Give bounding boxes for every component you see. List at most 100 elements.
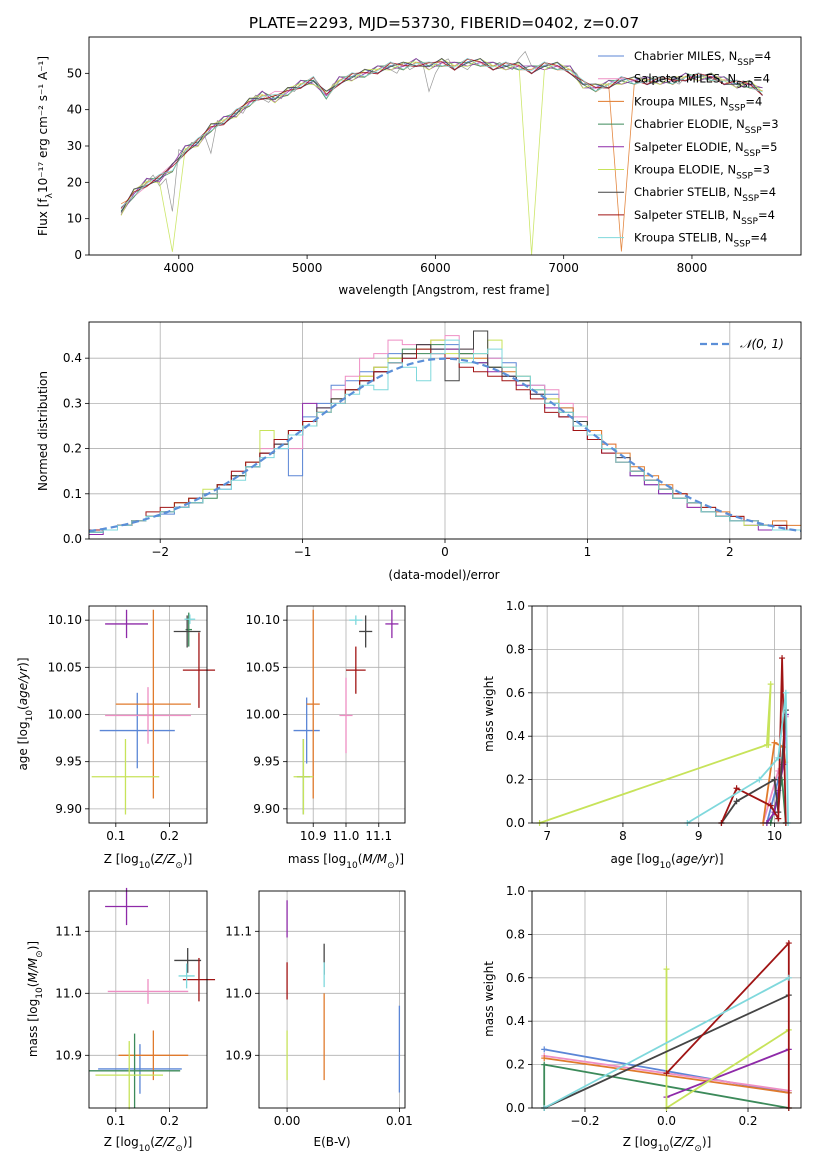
errorbar-point — [182, 957, 216, 1002]
x-axis-label: mass [log10(M/M⊙)] — [288, 852, 404, 871]
x-tick-label: 0.0 — [657, 1114, 676, 1128]
series-marker — [767, 681, 774, 688]
series-line — [120, 57, 763, 208]
y-axis-label: Flux [fλ10⁻¹⁷ erg cm⁻² s⁻¹ A⁻¹] — [36, 56, 55, 236]
errorbar-point — [293, 697, 320, 764]
x-tick-label: 11.1 — [365, 829, 392, 843]
x-axis-label: age [log10(age/yr)] — [610, 852, 723, 871]
x-axis-label: Z [log10(Z/Z⊙)] — [104, 852, 193, 871]
y-tick-label: 11.0 — [55, 986, 82, 1000]
legend-label: Chabrier MILES, NSSP=4 — [634, 49, 771, 68]
y-tick-label: 10.00 — [48, 708, 82, 722]
y-tick-label: 0.4 — [506, 1014, 525, 1028]
x-tick-label: 1 — [584, 545, 592, 559]
y-tick-label: 10 — [67, 212, 82, 226]
y-tick-label: 10.00 — [246, 708, 280, 722]
errorbar-point — [89, 1033, 181, 1108]
series-marker — [756, 776, 763, 783]
legend-label: Salpeter STELIB, NSSP=4 — [634, 208, 775, 227]
errorbar-point — [95, 1041, 164, 1110]
series-marker — [771, 776, 778, 783]
series-marker — [775, 754, 782, 761]
errorbar-point — [184, 614, 196, 624]
x-tick-label: −0.2 — [570, 1114, 599, 1128]
x-tick-label: 5000 — [292, 261, 323, 275]
series-line — [120, 58, 763, 255]
y-tick-label: 0.8 — [506, 927, 525, 941]
errorbar-point — [359, 615, 373, 648]
legend-label: Salpeter ELODIE, NSSP=5 — [634, 140, 777, 159]
y-tick-label: 11.0 — [225, 986, 252, 1000]
series-line — [543, 977, 790, 1109]
mass-vs-ebv-panel: 0.00 0.01 10.9 11.0 11.1 E(B-V) — [225, 890, 413, 1149]
errorbar-point — [293, 739, 314, 815]
y-tick-label: 0.0 — [506, 1101, 525, 1115]
mass-vs-Z-panel: 0.1 0.2 10.9 11.0 11.1 Z [log10(Z/Z⊙)] mass [l… — [26, 887, 216, 1154]
y-tick-label: 10.05 — [48, 660, 82, 674]
y-tick-label: 0.0 — [63, 532, 82, 546]
x-tick-label: 0.1 — [106, 1114, 125, 1128]
series-marker — [782, 689, 789, 696]
errorbar-point — [107, 979, 189, 1004]
legend-label: Kroupa MILES, NSSP=4 — [634, 94, 762, 113]
x-axis-label: E(B-V) — [313, 1135, 350, 1149]
axes-frame — [258, 890, 406, 1109]
x-tick-label: 11.0 — [333, 829, 360, 843]
x-tick-label: 6000 — [420, 261, 451, 275]
x-tick-label: 8000 — [677, 261, 708, 275]
y-tick-label: 9.95 — [55, 755, 82, 769]
x-tick-label: 0.2 — [160, 1114, 179, 1128]
series-line — [120, 58, 763, 252]
mass-weight-vs-age-panel: 7 8 9 10 0.0 0.2 0.4 0.6 0.8 1.0 age [log10(age/yr… — [482, 599, 802, 871]
y-tick-label: 10.9 — [55, 1048, 82, 1062]
spectrum-panel: 4000 5000 6000 7000 8000 0 10 20 30 40 50 wavelengt… — [36, 36, 802, 297]
legend-label: Kroupa STELIB, NSSP=4 — [634, 231, 767, 250]
y-tick-label: 30 — [67, 139, 82, 153]
errorbar-point — [118, 1030, 189, 1081]
y-tick-label: 10.9 — [225, 1048, 252, 1062]
y-tick-label: 9.90 — [253, 802, 280, 816]
series-marker — [765, 741, 772, 748]
x-tick-label: 0.00 — [274, 1114, 301, 1128]
age-vs-Z-panel: 0.1 0.2 9.90 9.95 10.00 10.05 10.10 Z [log10(Z/… — [16, 605, 216, 871]
y-tick-label: 9.95 — [253, 755, 280, 769]
y-tick-label: 0 — [74, 248, 82, 262]
plot-area — [286, 900, 401, 1093]
y-tick-label: 0.3 — [63, 396, 82, 410]
errorbar-point — [339, 677, 353, 754]
series-marker — [541, 1061, 548, 1068]
errorbar-point — [115, 609, 191, 799]
errorbar-point — [91, 739, 160, 815]
x-tick-label: 4000 — [164, 261, 195, 275]
x-tick-label: 10.9 — [300, 829, 327, 843]
plot-area — [88, 330, 802, 535]
x-tick-label: 2 — [726, 545, 734, 559]
x-axis-label: (data-model)/error — [388, 568, 499, 582]
y-tick-label: 0.4 — [506, 729, 525, 743]
y-tick-label: 40 — [67, 103, 82, 117]
series-marker — [775, 815, 782, 822]
y-tick-label: 1.0 — [506, 884, 525, 898]
x-tick-label: 0.2 — [160, 829, 179, 843]
legend-label: 𝒩(0, 1) — [740, 337, 784, 351]
y-axis-label: age [log10(age/yr)] — [16, 657, 35, 770]
y-tick-label: 10.10 — [48, 613, 82, 627]
y-axis-label: mass weight — [482, 676, 496, 752]
x-tick-label: 8 — [619, 829, 627, 843]
y-axis-label: Normed distribution — [36, 371, 50, 491]
errorbar-point — [178, 963, 195, 989]
x-axis-label: Z [log10(Z/Z⊙)] — [623, 1135, 712, 1154]
y-tick-label: 50 — [67, 66, 82, 80]
series-marker — [779, 655, 786, 662]
x-tick-label: 7 — [543, 829, 551, 843]
axes-frame — [88, 321, 802, 540]
errorbar-point — [173, 615, 201, 648]
plot-area — [91, 609, 216, 815]
errorbar-point — [182, 632, 216, 708]
errorbar-point — [98, 1044, 182, 1094]
x-tick-label: 0.01 — [386, 1114, 413, 1128]
y-tick-label: 0.4 — [63, 351, 82, 365]
errorbar-point — [105, 887, 148, 926]
mass-weight-vs-Z-panel: −0.2 0.0 0.2 0.0 0.2 0.4 0.6 0.8 1.0 Z [log10(Z/Z… — [482, 884, 802, 1154]
